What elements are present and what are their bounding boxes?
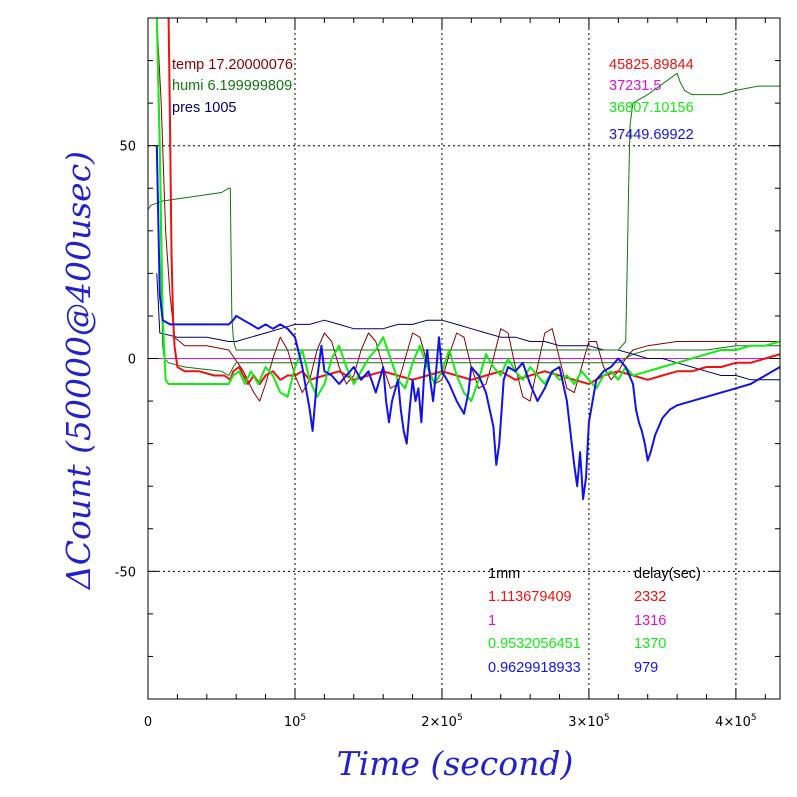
y-tick-label: 0: [128, 353, 136, 368]
table-ratio-magenta: 1: [488, 613, 496, 629]
series-layer: [148, 18, 780, 500]
table-delay-magenta: 1316: [634, 613, 666, 629]
table-delay-blue: 979: [634, 660, 658, 676]
x-tick-label: 2×105: [421, 713, 462, 730]
count-label-red: 45825.89844: [609, 57, 694, 73]
x-tick-label: 4×105: [715, 713, 756, 730]
table-ratio-green: 0.9532056451: [488, 636, 581, 652]
env-label-pres: pres 1005: [172, 100, 237, 116]
table-header-delay: delay(sec): [634, 566, 701, 582]
count-label-green: 36807.10156: [609, 100, 694, 116]
table-delay-red: 2332: [634, 589, 666, 605]
series-line-blue: [155, 145, 780, 500]
y-tick-labels: 50 0 -50: [115, 140, 136, 581]
x-tick-label: 3×105: [568, 713, 609, 730]
table-delay-green: 1370: [634, 636, 666, 652]
axis-ticks: [147, 17, 780, 700]
x-axis-title: Time (second): [337, 744, 574, 783]
env-label-humi: humi 6.199999809: [172, 78, 292, 94]
x-tick-label: 105: [284, 713, 306, 730]
y-tick-label: -50: [115, 565, 136, 580]
y-tick-label: 50: [119, 140, 136, 155]
count-label-magenta: 37231.5: [609, 78, 661, 94]
series-line-humi_top: [148, 72, 780, 351]
table-header-ratio: 1mm: [488, 566, 520, 582]
x-tick-labels: 0 105 2×105 3×105 4×105: [144, 713, 757, 730]
x-tick-label: 0: [144, 715, 152, 730]
y-axis-title: ΔCount (50000@400usec): [59, 151, 98, 591]
table-ratio-blue: 0.9629918933: [488, 660, 581, 676]
table-ratio-red: 1.113679409: [488, 589, 572, 605]
count-label-blue: 37449.69922: [609, 127, 694, 143]
env-label-temp: temp 17.20000076: [172, 57, 293, 73]
